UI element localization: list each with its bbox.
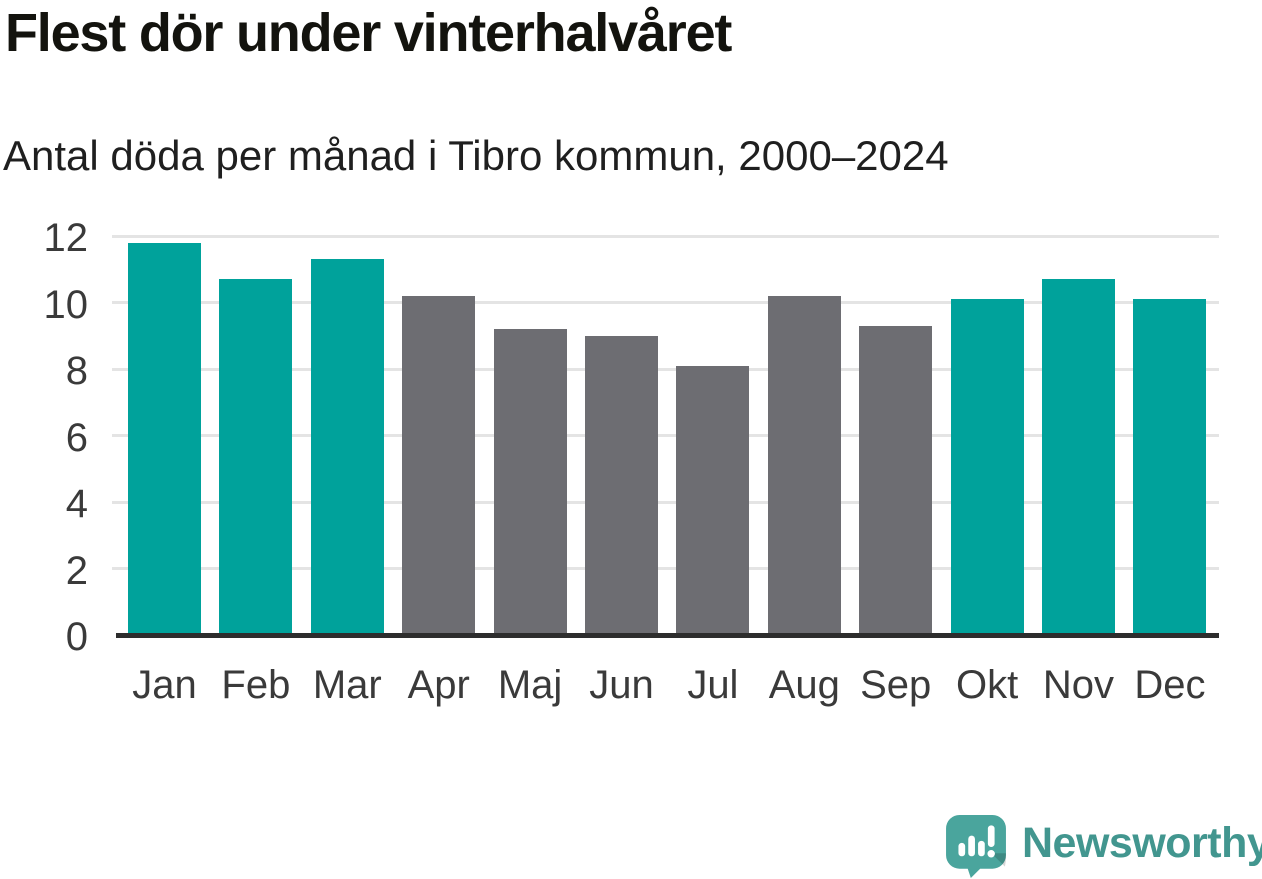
gridline-4 [112, 500, 1219, 504]
newsworthy-wordmark: Newsworthy [1022, 818, 1262, 867]
x-tick-label-okt: Okt [955, 663, 1019, 707]
y-tick-label-0: 0 [65, 615, 88, 659]
y-tick-label-4: 4 [65, 482, 88, 526]
newsworthy-brand: Newsworthy [946, 815, 1262, 878]
bar-feb [219, 279, 293, 635]
x-tick-label-aug: Aug [768, 663, 840, 707]
x-tick-label-apr: Apr [407, 663, 470, 707]
bar-nov [1042, 279, 1115, 635]
bar-jan [128, 242, 201, 635]
x-tick-label-jul: Jul [687, 663, 739, 707]
x-tick-label-jun: Jun [589, 663, 654, 707]
bar-sep [859, 325, 933, 635]
bar-jul [676, 365, 750, 635]
y-tick-label-12: 12 [43, 216, 89, 260]
y-tick-label-8: 8 [65, 349, 88, 393]
gridline-10 [112, 301, 1219, 304]
x-tick-label-feb: Feb [221, 663, 291, 707]
chart-subtitle: Antal döda per månad i Tibro kommun, 200… [3, 132, 949, 179]
bar-okt [950, 299, 1024, 635]
x-tick-label-mar: Mar [312, 663, 382, 707]
gridline-6 [112, 434, 1219, 437]
bar-dec [1133, 299, 1207, 635]
x-axis-line [116, 633, 1219, 638]
x-tick-label-maj: Maj [497, 663, 563, 707]
x-tick-label-sep: Sep [860, 663, 932, 707]
x-tick-label-jan: Jan [132, 663, 197, 707]
chart-title: Flest dör under vinterhalvåret [5, 3, 732, 63]
y-tick-label-10: 10 [43, 282, 89, 327]
bar-maj [493, 329, 567, 635]
bar-aug [767, 295, 841, 635]
gridline-12 [112, 234, 1219, 238]
bar-jun [585, 335, 658, 635]
bar-mar [310, 259, 384, 635]
y-tick-label-2: 2 [65, 548, 88, 593]
x-tick-label-nov: Nov [1042, 663, 1115, 707]
bar-apr [402, 295, 476, 635]
y-tick-label-6: 6 [65, 415, 88, 460]
gridline-2 [112, 567, 1219, 570]
gridline-8 [112, 367, 1219, 371]
newsworthy-logo-icon [946, 815, 1006, 878]
x-tick-label-dec: Dec [1134, 663, 1206, 707]
